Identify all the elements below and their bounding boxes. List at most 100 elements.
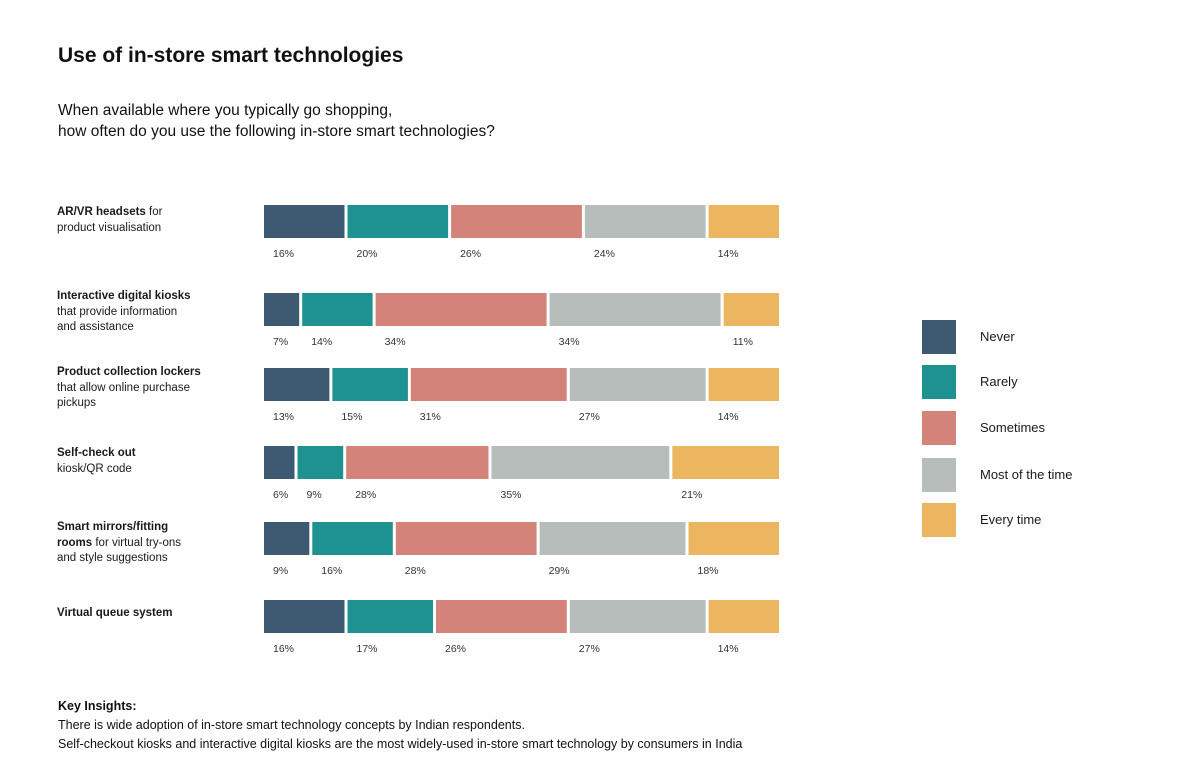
subtitle-line-2: how often do you use the following in-st… [58,123,495,140]
row-label-line2: that provide information [57,305,178,318]
bar-segment-every-time-row-0 [708,205,779,238]
data-label-sometimes-row-4: 28% [405,565,426,577]
row-label-line2: for virtual try-ons [92,536,181,549]
data-label-sometimes-row-3: 28% [355,489,376,501]
row-label-bold: Self-check out [57,447,136,459]
insights-line-2: Self-checkout kiosks and interactive dig… [58,737,743,751]
legend-item-most-of-the-time: Most of the time [922,458,1142,492]
bar-segment-rarely-row-3 [297,446,344,479]
data-label-every-time-row-0: 14% [718,248,739,260]
legend-swatch-every-time [922,503,956,537]
row-label-line2-bold: rooms [57,536,93,549]
legend-swatch-sometimes [922,411,956,445]
data-label-sometimes-row-5: 26% [445,643,466,655]
bar-segment-most-of-the-time-row-1 [549,293,721,326]
legend-label-sometimes: Sometimes [980,420,1046,435]
legend-label-rarely: Rarely [980,374,1018,389]
bar-segment-most-of-the-time-row-5 [569,600,706,633]
row-label-inline: for [145,206,163,218]
bar-segment-every-time-row-4 [688,522,779,555]
bar-segment-every-time-row-3 [672,446,779,479]
bar-segment-rarely-row-4 [312,522,393,555]
data-label-every-time-row-2: 14% [718,411,739,423]
data-label-most-of-the-time-row-4: 29% [549,565,570,577]
bar-segment-sometimes-row-5 [436,600,567,633]
legend-label-most-of-the-time: Most of the time [980,467,1073,482]
legend-label-never: Never [980,329,1015,344]
data-label-most-of-the-time-row-1: 34% [559,336,580,348]
bar-segment-rarely-row-5 [347,600,433,633]
legend-swatch-most-of-the-time [922,458,956,492]
chart-subtitle: When available where you typically go sh… [58,100,495,142]
legend-swatch-rarely [922,365,956,399]
data-label-most-of-the-time-row-3: 35% [501,489,522,501]
data-label-never-row-3: 6% [273,489,288,501]
data-label-rarely-row-5: 17% [357,643,378,655]
bar-segment-sometimes-row-0 [451,205,582,238]
data-label-rarely-row-4: 16% [321,565,342,577]
data-label-most-of-the-time-row-5: 27% [579,643,600,655]
row-label-collection-lockers: Product collection lockers that allow on… [57,365,247,412]
row-label-bold: Virtual queue system [57,607,173,619]
data-label-every-time-row-5: 14% [718,643,739,655]
bar-segment-never-row-1 [264,293,300,326]
data-label-most-of-the-time-row-0: 24% [594,248,615,260]
data-label-every-time-row-3: 21% [681,489,702,501]
bar-segment-sometimes-row-3 [346,446,489,479]
row-label-digital-kiosks: Interactive digital kiosks that provide … [57,289,247,336]
bar-segment-sometimes-row-4 [395,522,537,555]
data-label-never-row-2: 13% [273,411,294,423]
data-label-every-time-row-4: 18% [698,565,719,577]
bar-segment-never-row-2 [264,368,330,401]
row-label-line3: pickups [57,397,96,409]
data-label-rarely-row-1: 14% [311,336,332,348]
legend-item-every-time: Every time [922,503,1142,537]
data-label-sometimes-row-0: 26% [460,248,481,260]
bar-segment-sometimes-row-2 [410,368,567,401]
bar-segment-most-of-the-time-row-4 [539,522,686,555]
insights-label: Key Insights: [58,699,137,713]
data-label-rarely-row-0: 20% [357,248,378,260]
insights-text-1: There is wide adoption of in-store smart… [58,718,525,732]
row-label-bold: AR/VR headsets [57,206,146,218]
bar-segment-rarely-row-0 [347,205,449,238]
row-label-line2: product visualisation [57,221,162,234]
row-label-line3: and assistance [57,321,134,333]
key-insights: Key Insights: There is wide adoption of … [58,697,742,754]
bar-segment-rarely-row-2 [332,368,408,401]
row-label-self-checkout: Self-check out kiosk/QR code [57,446,247,477]
data-label-rarely-row-2: 15% [341,411,362,423]
data-label-never-row-1: 7% [273,336,288,348]
row-label-bold: Interactive digital kiosks [57,290,191,302]
bar-segment-every-time-row-5 [708,600,779,633]
data-label-sometimes-row-1: 34% [385,336,406,348]
data-label-never-row-4: 9% [273,565,288,577]
bar-segment-never-row-0 [264,205,345,238]
insights-line-1: Key Insights: There is wide adoption of … [58,697,742,735]
row-label-bold: Smart mirrors/fitting [57,521,169,533]
data-label-never-row-0: 16% [273,248,294,260]
row-label-smart-mirrors: Smart mirrors/fitting rooms for virtual … [57,520,247,567]
bar-segment-every-time-row-2 [708,368,779,401]
bar-segment-most-of-the-time-row-2 [569,368,706,401]
data-label-rarely-row-3: 9% [307,489,322,501]
bar-segment-never-row-4 [264,522,310,555]
bar-segment-rarely-row-1 [302,293,373,326]
data-label-never-row-5: 16% [273,643,294,655]
data-label-sometimes-row-2: 31% [420,411,441,423]
legend-swatch-never [922,320,956,354]
chart-title: Use of in-store smart technologies [58,44,404,67]
data-label-every-time-row-1: 11% [733,336,753,348]
bar-segment-most-of-the-time-row-3 [491,446,670,479]
bar-segment-every-time-row-1 [723,293,779,326]
row-label-bold: Product collection lockers [57,366,201,378]
subtitle-line-1: When available where you typically go sh… [58,102,393,119]
row-label-line3: and style suggestions [57,552,168,564]
row-label-ar-vr: AR/VR headsets for product visualisation [57,205,247,236]
data-label-most-of-the-time-row-2: 27% [579,411,600,423]
row-label-line2: that allow online purchase [57,381,190,394]
legend-label-every-time: Every time [980,512,1042,527]
legend-item-sometimes: Sometimes [922,411,1142,445]
bar-segment-never-row-3 [264,446,295,479]
